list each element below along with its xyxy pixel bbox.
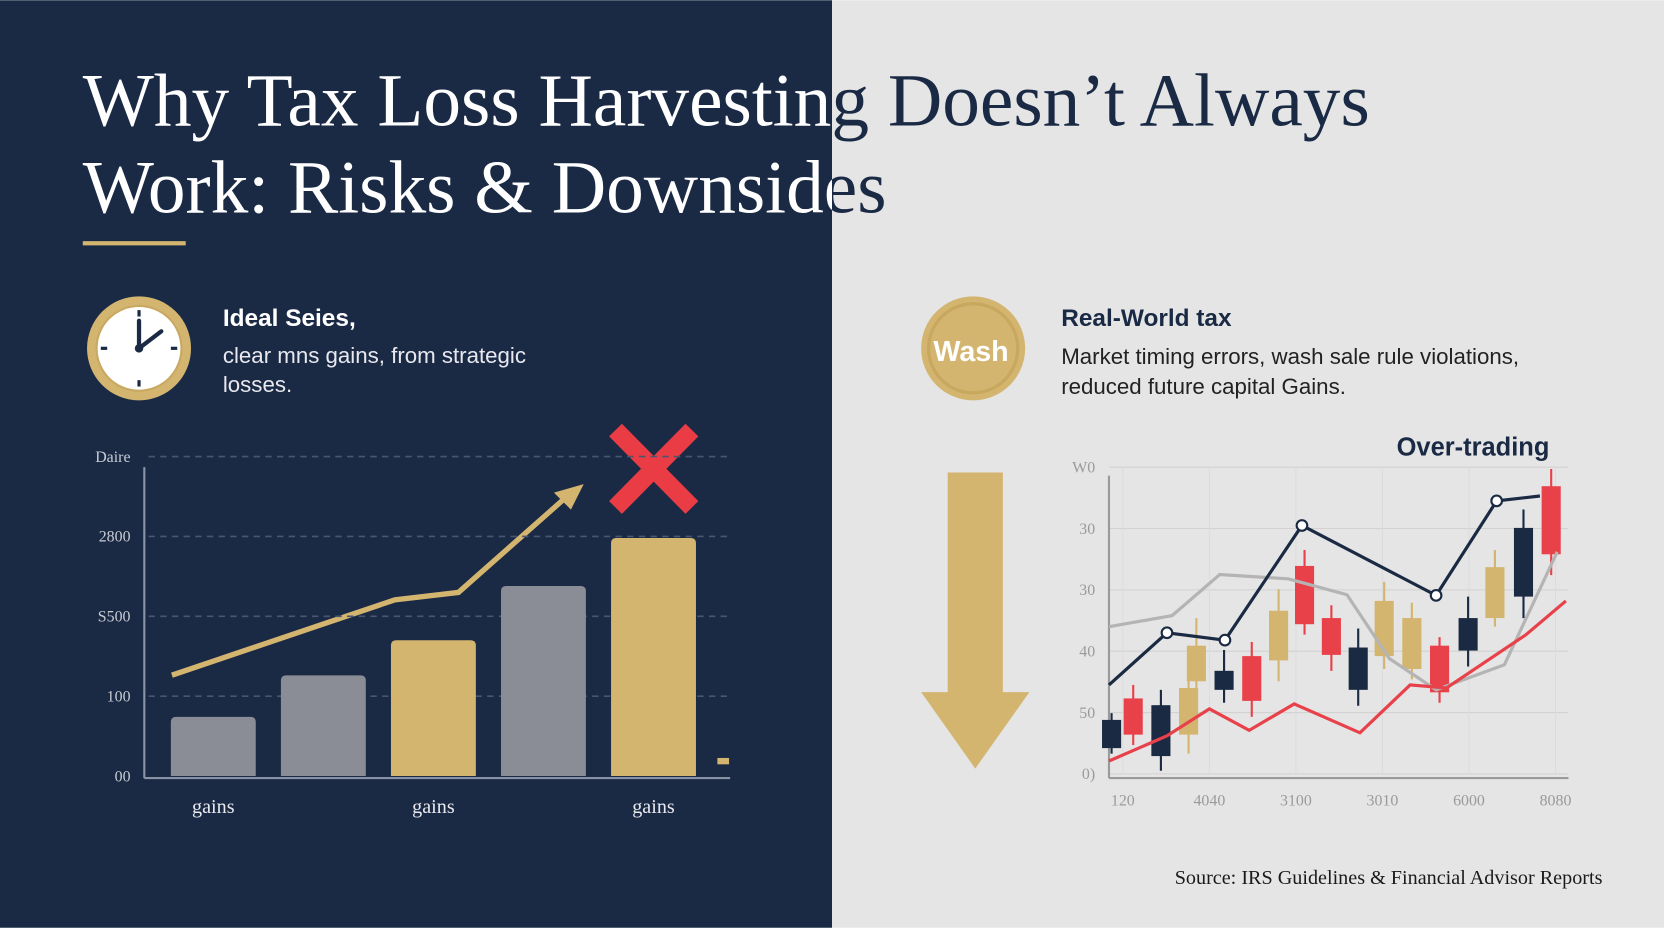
candle-body xyxy=(1513,527,1534,597)
candle-body xyxy=(1485,567,1505,619)
bar xyxy=(501,585,586,776)
line-marker xyxy=(1490,494,1504,508)
candle-body xyxy=(1429,645,1450,693)
x-tick-label: 6000 xyxy=(1453,793,1485,810)
candle-body xyxy=(1179,688,1199,735)
candle-body xyxy=(1242,656,1262,701)
wash-label: Wash xyxy=(933,336,1008,368)
title-underline xyxy=(82,241,186,246)
candle-body xyxy=(1458,618,1478,651)
right-background xyxy=(832,0,1664,928)
trend-arrow xyxy=(171,484,584,678)
legend-dash xyxy=(717,757,730,765)
x-tick-label: 3100 xyxy=(1280,793,1312,810)
y-tick-label: 0) xyxy=(1082,766,1095,783)
y-tick-label: 50 xyxy=(1079,705,1095,722)
line-series xyxy=(1108,551,1559,692)
y-tick-label: 100 xyxy=(107,688,131,705)
y-tick-label: Daire xyxy=(95,449,130,466)
bar xyxy=(170,716,256,776)
bar xyxy=(280,675,366,776)
y-tick-label: 00 xyxy=(115,768,131,785)
y-tick-label: S500 xyxy=(98,609,131,626)
x-tick-label: 4040 xyxy=(1193,793,1225,810)
source: Source: IRS Guidelines & Financial Advis… xyxy=(1175,867,1603,889)
line-marker xyxy=(1429,589,1443,602)
y-tick-label: 30 xyxy=(1079,582,1095,599)
candle-body xyxy=(1374,600,1394,657)
title-line: Work: Risks & Downsides xyxy=(83,146,887,229)
y-tick-label: 30 xyxy=(1079,521,1095,538)
title-line: Work: Risks & Downsides xyxy=(83,146,887,229)
y-tick-label: W0 xyxy=(1072,459,1095,476)
y-tick-label: 2800 xyxy=(99,529,131,546)
right-text: reduced future capital Gains. xyxy=(1061,374,1346,399)
candle-body xyxy=(1321,618,1341,655)
title-line: Why Tax Loss Harvesting Doesn’t Always xyxy=(83,59,1370,142)
y-tick-label: 40 xyxy=(1079,644,1095,661)
left-text: clear mns gains, from strategic xyxy=(223,343,526,368)
right-text: Market timing errors, wash sale rule vio… xyxy=(1061,344,1519,369)
x-tick-label: gains xyxy=(632,796,675,818)
wash-icon-ring xyxy=(926,302,1020,395)
candle-body xyxy=(1123,698,1143,735)
candle-body xyxy=(1102,719,1122,749)
x-tick-label: 120 xyxy=(1111,793,1135,810)
candle-body xyxy=(1186,645,1206,682)
candle-body xyxy=(1151,705,1171,757)
wash-icon xyxy=(921,296,1026,401)
title-dark: Why Tax Loss Harvesting Doesn’t Always W… xyxy=(83,59,1370,229)
line-marker xyxy=(1218,633,1232,647)
down-arrow xyxy=(921,472,1030,769)
line-marker xyxy=(1160,626,1174,640)
title-line: Why Tax Loss Harvesting Doesn’t Always xyxy=(83,59,1370,142)
right-heading: Real-World tax xyxy=(1061,305,1232,332)
candle-body xyxy=(1295,565,1315,625)
bar xyxy=(611,538,696,776)
title-light: Why Tax Loss Harvesting Doesn’t Always W… xyxy=(83,59,1370,229)
annotation: Over-trading xyxy=(1397,434,1550,462)
candle-body xyxy=(1402,618,1422,669)
red-x xyxy=(609,423,699,514)
candle-body xyxy=(1348,647,1368,690)
left-text: losses. xyxy=(223,372,292,397)
bar xyxy=(390,640,476,776)
line-series xyxy=(1108,599,1567,763)
x-tick-label: 3010 xyxy=(1367,793,1399,810)
left-heading: Ideal Seies, xyxy=(223,305,356,332)
candle-body xyxy=(1214,670,1234,690)
x-tick-label: gains xyxy=(412,796,455,818)
candle-body xyxy=(1269,610,1289,661)
candle-body xyxy=(1541,486,1561,555)
charts: 00 100 S500 2800 Daire gains gains gains 0) 50 40 3… xyxy=(95,434,1571,819)
x-tick-label: gains xyxy=(192,796,235,818)
clock-icon xyxy=(87,296,192,401)
line-marker xyxy=(1295,519,1309,532)
x-tick-label: 8080 xyxy=(1540,793,1572,810)
